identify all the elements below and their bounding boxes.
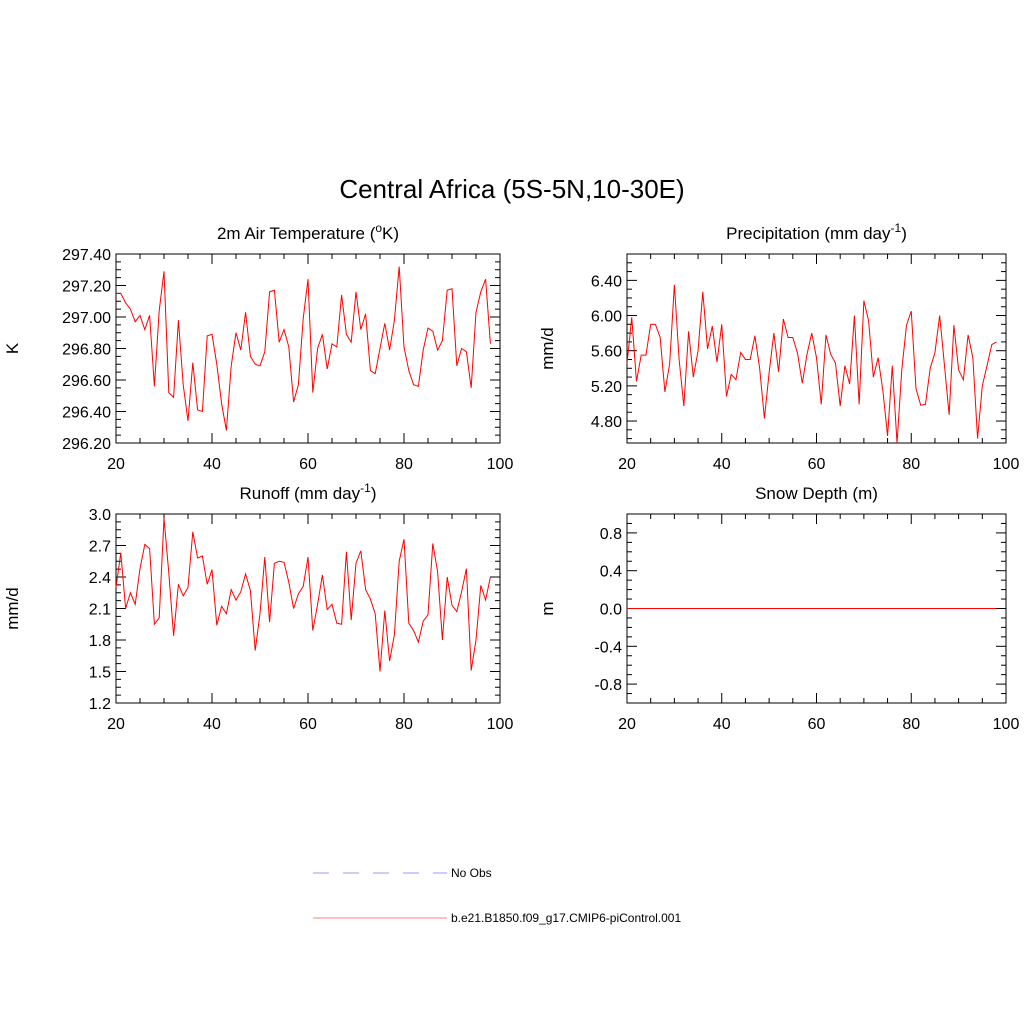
snow-depth-x-tick-label: 20	[618, 716, 636, 733]
precipitation-title-sup: -1	[891, 221, 902, 235]
runoff-y-tick-label: 1.2	[89, 696, 111, 713]
figure-title: Central Africa (5S-5N,10-30E)	[339, 174, 684, 204]
precipitation-title-text: Precipitation (mm day	[726, 224, 891, 243]
panel-precipitation: Precipitation (mm day-1) 20 40 60 80 100 4.80 5…	[538, 221, 1019, 473]
precipitation-x-tick-label: 80	[902, 456, 920, 473]
runoff-y-tick-label: 2.7	[89, 539, 111, 556]
panel-runoff: Runoff (mm day-1) 20 40 60 80 100 1.2 1.5 1.8 2.1…	[3, 481, 513, 733]
temperature-x-tick-label: 80	[395, 456, 413, 473]
panel-snow-depth: Snow Depth (m) 20 40 60 80 100 -0.8 -0.4 0.0 0.4 0…	[538, 484, 1019, 733]
precipitation-title-tail: )	[901, 224, 907, 243]
snow-depth-title: Snow Depth (m)	[755, 484, 878, 503]
runoff-x-tick-label: 60	[299, 716, 317, 733]
precipitation-series-line	[626, 284, 997, 444]
precipitation-y-tick-label: 6.40	[591, 273, 622, 290]
temperature-y-tick-label: 297.20	[62, 279, 111, 296]
precipitation-title: Precipitation (mm day-1)	[726, 221, 907, 243]
precipitation-y-tick-label: 4.80	[591, 414, 622, 431]
legend-model-label: b.e21.B1850.f09_g17.CMIP6-piControl.001	[451, 911, 681, 925]
snow-depth-y-tick-label: 0.0	[600, 602, 622, 619]
snow-depth-x-tick-label: 100	[993, 716, 1020, 733]
snow-depth-title-text: Snow Depth (m)	[755, 484, 878, 503]
panel-temperature: 2m Air Temperature (oK) 20 40 60 80 100 296.20…	[3, 221, 513, 473]
temperature-x-tick-label: 60	[299, 456, 317, 473]
temperature-y-tick-label: 296.80	[62, 342, 111, 359]
legend: No Obs b.e21.B1850.f09_g17.CMIP6-piContr…	[313, 866, 681, 925]
runoff-x-tick-label: 100	[487, 716, 514, 733]
temperature-x-tick-label: 40	[203, 456, 221, 473]
runoff-plot-frame	[115, 513, 501, 704]
temperature-y-axis-label: K	[3, 342, 22, 354]
runoff-series-line	[115, 518, 491, 672]
temperature-y-tick-label: 296.40	[62, 405, 111, 422]
legend-obs-label: No Obs	[451, 866, 492, 880]
snow-depth-y-tick-label: -0.8	[594, 677, 622, 694]
runoff-x-tick-label: 80	[395, 716, 413, 733]
snow-depth-x-tick-label: 80	[902, 716, 920, 733]
runoff-title-tail: )	[371, 484, 377, 503]
temperature-y-tick-label: 296.60	[62, 373, 111, 390]
runoff-title-sup: -1	[360, 481, 371, 495]
precipitation-x-tick-label: 20	[618, 456, 636, 473]
precipitation-y-tick-label: 5.60	[591, 344, 622, 361]
snow-depth-y-tick-label: 0.8	[600, 526, 622, 543]
temperature-y-tick-label: 297.00	[62, 310, 111, 327]
snow-depth-x-tick-label: 40	[713, 716, 731, 733]
precipitation-y-tick-label: 6.00	[591, 309, 622, 326]
runoff-y-tick-label: 1.8	[89, 633, 111, 650]
temperature-title: 2m Air Temperature (oK)	[217, 221, 399, 243]
precipitation-x-tick-label: 40	[713, 456, 731, 473]
temperature-title-sup: o	[375, 221, 382, 235]
snow-depth-x-tick-label: 60	[808, 716, 826, 733]
precipitation-y-axis-label: mm/d	[538, 327, 557, 370]
runoff-title: Runoff (mm day-1)	[240, 481, 377, 503]
temperature-y-tick-label: 297.40	[62, 247, 111, 264]
precipitation-y-tick-label: 5.20	[591, 379, 622, 396]
precipitation-x-tick-label: 100	[993, 456, 1020, 473]
precipitation-x-tick-label: 60	[808, 456, 826, 473]
runoff-y-axis-label: mm/d	[3, 587, 22, 630]
runoff-title-text: Runoff (mm day	[240, 484, 361, 503]
temperature-title-tail: K)	[382, 224, 399, 243]
runoff-y-tick-label: 3.0	[89, 507, 111, 524]
snow-depth-y-tick-label: 0.4	[600, 564, 622, 581]
temperature-y-tick-label: 296.20	[62, 436, 111, 453]
runoff-y-tick-label: 2.4	[89, 570, 111, 587]
temperature-series-line	[116, 266, 491, 431]
runoff-x-tick-label: 40	[203, 716, 221, 733]
runoff-y-tick-label: 2.1	[89, 602, 111, 619]
runoff-y-tick-label: 1.5	[89, 665, 111, 682]
temperature-title-text: 2m Air Temperature (	[217, 224, 376, 243]
snow-depth-y-tick-label: -0.4	[594, 639, 622, 656]
runoff-x-tick-label: 20	[107, 716, 125, 733]
snow-depth-y-axis-label: m	[538, 601, 557, 615]
temperature-x-tick-label: 20	[107, 456, 125, 473]
temperature-x-tick-label: 100	[487, 456, 514, 473]
